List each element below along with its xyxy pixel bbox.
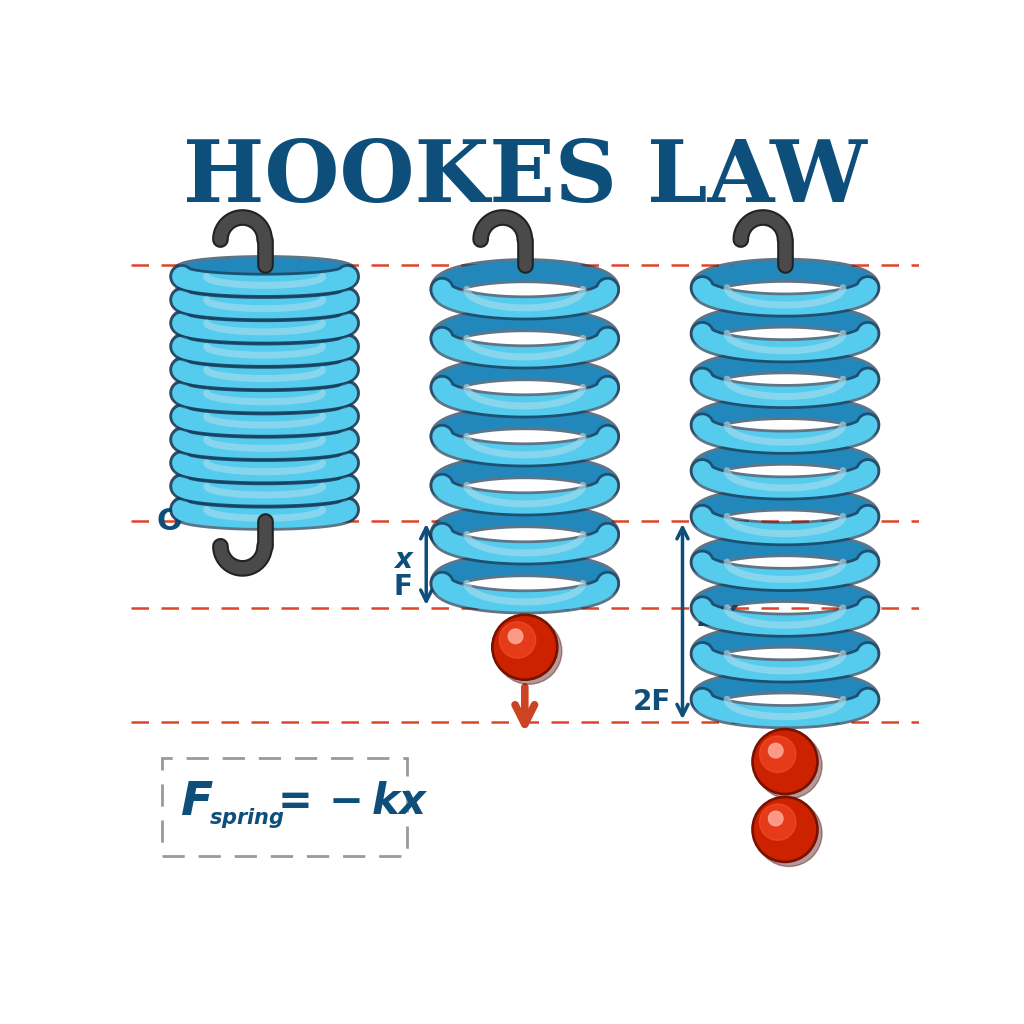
Circle shape xyxy=(752,728,818,795)
Text: $\bfit{spring}$: $\bfit{spring}$ xyxy=(209,806,285,829)
Circle shape xyxy=(756,732,822,799)
Circle shape xyxy=(768,811,783,825)
Text: x: x xyxy=(394,547,412,574)
Text: $\bfit{= -kx}$: $\bfit{= -kx}$ xyxy=(268,781,428,823)
Text: F: F xyxy=(393,573,412,601)
Circle shape xyxy=(768,743,783,758)
Circle shape xyxy=(755,731,815,792)
Text: HOOKES LAW: HOOKES LAW xyxy=(183,136,866,220)
Circle shape xyxy=(496,618,562,684)
Text: $\bfit{F}$: $\bfit{F}$ xyxy=(180,780,214,825)
FancyBboxPatch shape xyxy=(162,758,407,856)
Circle shape xyxy=(752,797,818,862)
Circle shape xyxy=(500,622,536,658)
Text: 2X: 2X xyxy=(698,604,739,632)
Circle shape xyxy=(756,801,822,866)
Text: 2F: 2F xyxy=(633,688,671,716)
Circle shape xyxy=(492,614,558,680)
Circle shape xyxy=(760,804,796,841)
Text: O: O xyxy=(157,507,182,536)
Circle shape xyxy=(508,629,523,643)
Circle shape xyxy=(495,616,555,678)
Circle shape xyxy=(755,799,815,860)
Circle shape xyxy=(760,736,796,772)
